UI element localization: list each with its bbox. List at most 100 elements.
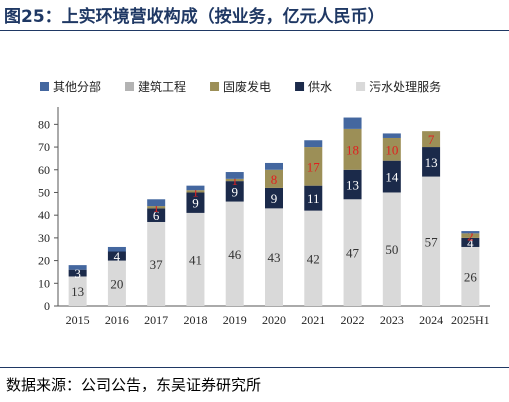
bar-segment [343,128,362,170]
bar-segment [147,221,166,306]
bar-segment [225,178,244,182]
legend-swatch [356,82,366,91]
bar-segment [186,192,205,213]
data-label: 1 [192,184,199,199]
bar-segment [68,276,87,306]
data-label: 4 [114,249,121,264]
bar-segment [304,185,323,211]
data-label: 41 [189,252,202,267]
bar-segment [343,117,362,129]
data-label: 46 [228,247,242,262]
legend-label: 建筑工程 [138,79,186,94]
bar-segment [147,199,166,207]
bar-segment [147,206,166,209]
legend-label: 固废发电 [223,79,271,94]
data-label: 1 [231,173,238,188]
data-label: 50 [385,242,398,257]
y-tick-label: 30 [38,231,50,245]
y-tick-label: 80 [38,117,50,131]
bar-segment [382,192,401,306]
bar-segment [461,231,480,234]
y-tick-label: 70 [38,140,50,154]
bar-segment [186,185,205,191]
bar-segment [422,147,441,177]
bar-segment [343,169,362,200]
x-tick-label: 2016 [105,313,129,327]
data-label: 14 [385,170,399,185]
data-label: 11 [307,191,320,206]
bar-segment [186,190,205,193]
y-tick-label: 40 [38,208,50,222]
data-label: 18 [346,142,359,157]
data-label: 8 [271,172,278,187]
legend-label: 其他分部 [53,79,101,94]
bar-segment [343,199,362,306]
data-label: 4 [467,235,474,250]
bar-segment [304,210,323,306]
x-tick-label: 2019 [223,313,247,327]
data-label: 6 [153,208,160,223]
bar-segment [265,169,283,188]
y-tick-label: 50 [38,185,50,199]
bar-segment [68,269,87,277]
x-tick-label: 2021 [301,313,325,327]
legend-swatch [295,82,305,91]
bar-segment [382,133,401,138]
bar-segment [186,212,205,306]
legend-swatch [210,82,220,91]
bar-segment [265,162,283,170]
x-tick-label: 2015 [66,313,90,327]
data-label: 26 [464,269,478,284]
data-label: 47 [346,246,360,261]
legend-label: 供水 [308,80,332,94]
bar-segment [265,208,283,306]
y-tick-label: 60 [38,163,50,177]
bar-segment [461,233,480,238]
bar-segment [107,251,126,261]
bar-segment [107,260,126,306]
data-label: 43 [268,250,281,265]
x-tick-label: 2022 [341,313,365,327]
bar-segment [422,176,441,306]
x-tick-label: 2025H1 [451,313,490,327]
stacked-bar-chart: 其他分部 建筑工程 固废发电 供水 污水处理服务01020304050607080201… [38,79,490,327]
legend-label: 污水处理服务 [369,79,441,94]
data-label: 9 [271,191,278,206]
bar-segment [147,208,166,222]
data-label: 1 [153,200,160,215]
data-label: 20 [110,276,123,291]
data-label: 37 [150,257,164,272]
bar-segment [304,147,323,186]
x-tick-label: 2018 [183,313,207,327]
data-label: 9 [192,196,199,211]
bar-segment [225,172,244,179]
bar-segment [265,187,283,209]
legend-swatch [125,82,135,91]
data-label: 9 [231,184,238,199]
bar-segment [304,140,323,148]
data-label: 7 [428,132,435,147]
bar-segment [461,246,480,306]
bar-segment [225,201,244,306]
data-label: 42 [307,251,320,266]
x-tick-label: 2023 [380,313,404,327]
data-label: 3 [74,266,81,281]
x-tick-label: 2017 [144,313,168,327]
source-note: 数据来源：公司公告，东吴证券研究所 [6,376,262,394]
bar-segment [461,237,480,247]
bar-segment [382,137,401,161]
y-tick-label: 20 [38,254,50,268]
data-label: 17 [307,159,321,174]
legend-swatch [40,82,49,91]
title-rule [0,30,509,31]
data-label: 13 [425,155,438,170]
bar-segment [107,246,126,252]
data-label: 57 [425,234,439,249]
bar-segment [225,181,244,202]
y-tick-label: 10 [38,276,50,290]
bar-segment [68,265,87,270]
y-tick-label: 0 [44,299,50,313]
source-rule [0,367,509,368]
chart-container: 其他分部 建筑工程 固废发电 供水 污水处理服务 0 10 20 30 40 50 60 70 80 201… [0,31,509,367]
data-label: 13 [346,178,359,193]
